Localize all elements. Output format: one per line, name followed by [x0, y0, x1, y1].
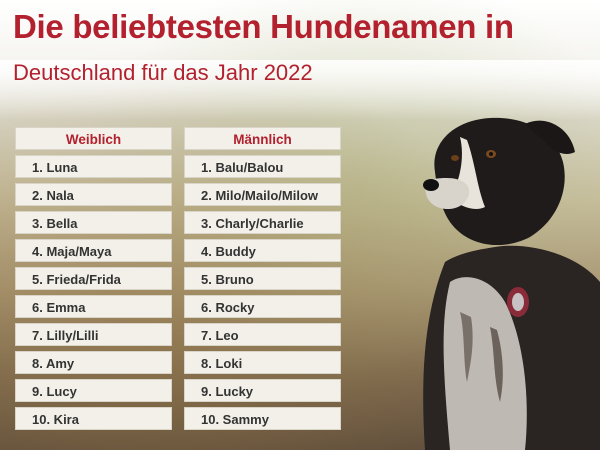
female-name-row: 2. Nala	[15, 183, 172, 206]
male-name-row: 10. Sammy	[184, 407, 341, 430]
male-names-table: Männlich 1. Balu/Balou 2. Milo/Mailo/Mil…	[184, 127, 341, 430]
female-name-row: 6. Emma	[15, 295, 172, 318]
female-name-row: 1. Luna	[15, 155, 172, 178]
page-title: Die beliebtesten Hundenamen in	[13, 8, 514, 45]
male-name-row: 4. Buddy	[184, 239, 341, 262]
page-subtitle: Deutschland für das Jahr 2022	[13, 60, 313, 85]
male-name-row: 6. Rocky	[184, 295, 341, 318]
male-name-row: 3. Charly/Charlie	[184, 211, 341, 234]
male-name-row: 9. Lucky	[184, 379, 341, 402]
female-name-row: 8. Amy	[15, 351, 172, 374]
background-haze	[0, 60, 600, 120]
female-header: Weiblich	[15, 127, 172, 150]
male-name-row: 5. Bruno	[184, 267, 341, 290]
female-name-row: 5. Frieda/Frida	[15, 267, 172, 290]
female-name-row: 9. Lucy	[15, 379, 172, 402]
female-names-table: Weiblich 1. Luna 2. Nala 3. Bella 4. Maj…	[15, 127, 172, 430]
male-name-row: 7. Leo	[184, 323, 341, 346]
male-name-row: 1. Balu/Balou	[184, 155, 341, 178]
female-name-row: 10. Kira	[15, 407, 172, 430]
female-name-row: 3. Bella	[15, 211, 172, 234]
female-name-row: 7. Lilly/Lilli	[15, 323, 172, 346]
female-name-row: 4. Maja/Maya	[15, 239, 172, 262]
dog-illustration	[423, 117, 600, 450]
male-name-row: 8. Loki	[184, 351, 341, 374]
male-header: Männlich	[184, 127, 341, 150]
male-name-row: 2. Milo/Mailo/Milow	[184, 183, 341, 206]
